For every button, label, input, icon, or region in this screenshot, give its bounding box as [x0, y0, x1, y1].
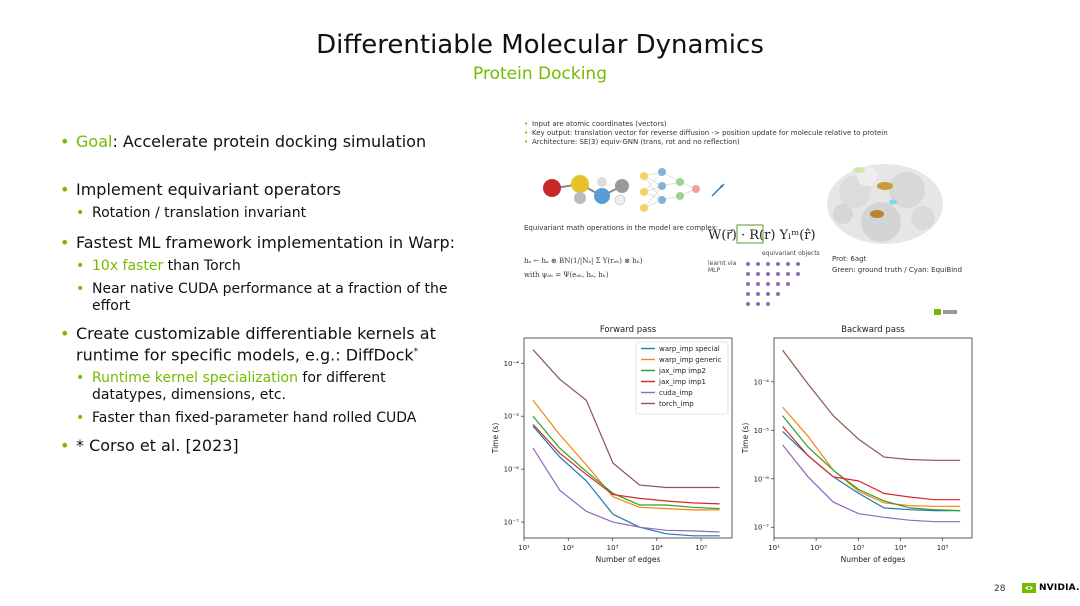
equivariant-objects-label: equivariant objects [762, 250, 820, 257]
x-axis-label: Number of edges [841, 555, 906, 564]
slide-title: Differentiable Molecular Dynamics [316, 30, 764, 60]
nvidia-small-logo-icon [934, 309, 957, 315]
figure-notes: Input are atomic coordinates (vectors) K… [524, 120, 888, 147]
bullet-rotation: Rotation / translation invariant [76, 205, 460, 222]
docking-figure: Input are atomic coordinates (vectors) K… [510, 112, 970, 327]
learnt-mlp-label: learnt via MLP [708, 260, 737, 274]
goal-label: Goal [76, 132, 113, 151]
plot-frame [773, 337, 973, 539]
molecule-network-graphic [543, 168, 725, 212]
x-tick-label: 10¹ [768, 544, 780, 552]
x-tick-label: 10¹ [518, 544, 530, 552]
runtime-highlight: Runtime kernel specialization [92, 370, 298, 387]
protein-id: Prot: 6agt [832, 255, 867, 263]
y-tick-label: 10⁻⁴ [504, 360, 520, 368]
series-line [782, 406, 961, 507]
legend-box [635, 341, 729, 415]
series-line [532, 415, 720, 510]
slide-subtitle: Protein Docking [473, 64, 607, 84]
series-line [532, 425, 720, 537]
series-line [782, 415, 961, 512]
series-line [532, 399, 720, 511]
y-tick-label: 10⁻⁶ [504, 466, 520, 474]
bullet-runtime: Runtime kernel specialization for differ… [76, 370, 460, 404]
chart-panel: 10¹ 10² 10³ 10⁴ 10⁵ 10⁻⁷ 10⁻⁶ 10⁻⁵ 10⁻⁴ Forward p… [491, 325, 733, 564]
x-tick-label: 10³ [852, 544, 864, 552]
y-axis-label: Time (s) [491, 423, 500, 455]
y-tick-label: 10⁻⁵ [754, 427, 770, 435]
x-tick-label: 10⁵ [695, 544, 707, 552]
bullet-tenx: 10x faster than Torch [76, 258, 460, 275]
chart-title: Backward pass [841, 325, 905, 335]
bullet-fastest: Fastest ML framework implementation in W… [60, 233, 460, 252]
customizable-text: Create customizable differentiable kerne… [76, 324, 436, 365]
protein-legend: Prot: 6agt Green: ground truth / Cyan: E… [832, 254, 962, 276]
bullet-equivariant: Implement equivariant operators [60, 180, 460, 199]
protein-color-legend: Green: ground truth / Cyan: EquiBind [832, 266, 963, 274]
chart-title: Forward pass [600, 325, 657, 335]
x-tick-label: 10³ [607, 544, 619, 552]
y-axis-label: Time (s) [741, 423, 750, 455]
nvidia-logo: NVIDIA. [1022, 583, 1080, 593]
figure-note: Key output: translation vector for rever… [524, 129, 888, 138]
equation-line: hₐ ← hₐ ⊕ BN(1/|Nₐ| Σ Y(rₐₕ) ⊗ hₕ) [524, 257, 643, 265]
customizable-mark: * [413, 347, 419, 357]
figure-note: Architecture: SE(3) equiv-GNN (trans, ro… [524, 138, 888, 147]
chart-panel: 10¹ 10² 10³ 10⁴ 10⁵ 10⁻⁷ 10⁻⁶ 10⁻⁵ 10⁻⁴ Backward … [741, 325, 973, 564]
nvidia-wordmark: NVIDIA. [1039, 583, 1080, 593]
bullet-goal: Goal: Accelerate protein docking simulat… [60, 132, 460, 151]
tenx-highlight: 10x faster [92, 258, 164, 274]
bullet-citation: * Corso et al. [2023] [60, 436, 460, 455]
x-tick-label: 10⁵ [937, 544, 949, 552]
legend-entry: jax_imp imp2 [658, 367, 706, 375]
nvidia-eye-icon [1022, 583, 1036, 593]
x-tick-label: 10⁴ [895, 544, 907, 552]
message-passing-equations: hₐ ← hₐ ⊕ BN(1/|Nₐ| Σ Y(rₐₕ) ⊗ hₕ) with … [524, 254, 643, 282]
x-axis-label: Number of edges [596, 555, 661, 564]
equation-highlight-box [736, 224, 764, 244]
bullet-customizable: Create customizable differentiable kerne… [60, 324, 460, 364]
y-tick-label: 10⁻⁴ [754, 378, 770, 386]
legend-entry: warp_imp generic [659, 356, 722, 364]
bullet-near-native: Near native CUDA performance at a fracti… [76, 281, 460, 315]
bullet-list: Goal: Accelerate protein docking simulat… [60, 132, 460, 455]
series-line [532, 447, 720, 533]
equation-caption: Equivariant math operations in the model… [524, 224, 719, 232]
legend-entry: cuda_imp [659, 389, 693, 397]
y-tick-label: 10⁻⁷ [754, 524, 770, 532]
x-tick-label: 10² [810, 544, 822, 552]
y-tick-label: 10⁻⁶ [754, 475, 770, 483]
series-line [782, 444, 961, 523]
figure-note: Input are atomic coordinates (vectors) [524, 120, 888, 129]
legend-entry: jax_imp imp1 [658, 378, 706, 386]
x-tick-label: 10⁴ [651, 544, 663, 552]
series-line [532, 349, 720, 489]
protein-structure-graphic [827, 164, 943, 244]
x-tick-label: 10² [562, 544, 574, 552]
series-line [782, 426, 961, 501]
bullet-faster-fixed: Faster than fixed-parameter hand rolled … [76, 410, 460, 427]
legend-entry: torch_imp [659, 400, 694, 408]
spherical-harmonics-grid [746, 262, 800, 306]
series-line [782, 349, 961, 461]
goal-text: : Accelerate protein docking simulation [112, 132, 427, 151]
equation-line: with ψₐₕ = Ψ(eₐₕ, hₐ, hₕ) [524, 271, 609, 279]
legend-entry: warp_imp special [659, 345, 720, 353]
timing-charts: 10¹ 10² 10³ 10⁴ 10⁵ 10⁻⁷ 10⁻⁶ 10⁻⁵ 10⁻⁴ Forward p… [491, 325, 973, 564]
y-tick-label: 10⁻⁷ [504, 519, 520, 527]
tenx-rest: than Torch [163, 258, 241, 274]
series-line [532, 423, 720, 505]
runtime-rest: for different datatypes, dimensions, etc… [92, 370, 386, 404]
page-number: 28 [994, 584, 1006, 594]
equivariant-equation: W(r⃗) · R(r) Yₗᵐ(r̂) [708, 228, 816, 243]
y-tick-label: 10⁻⁵ [504, 413, 520, 421]
